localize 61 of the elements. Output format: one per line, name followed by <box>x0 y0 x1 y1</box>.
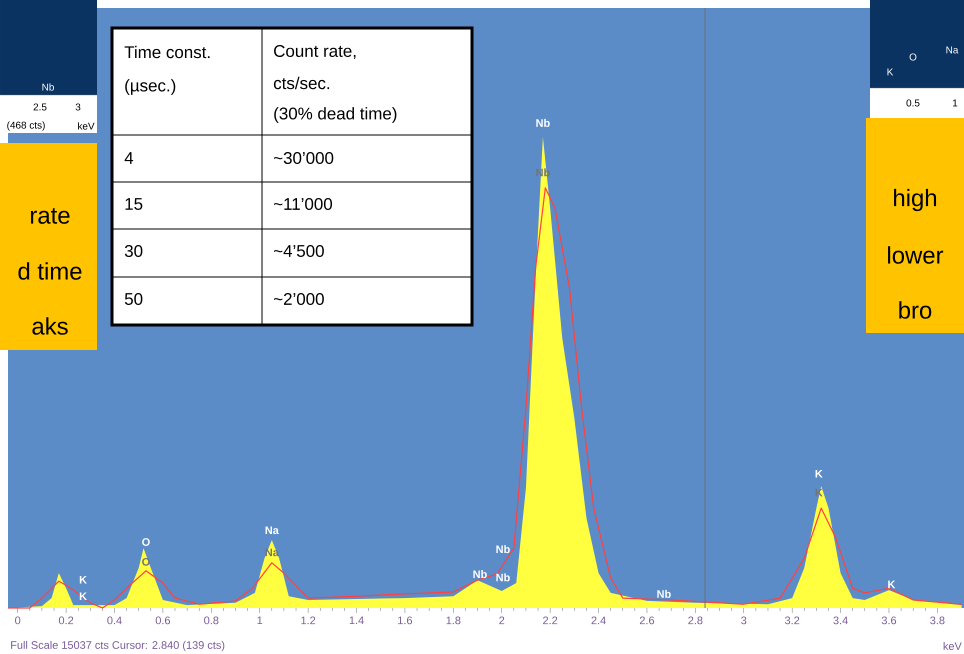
annotation: aks <box>32 317 68 335</box>
annotation: ~11’000 <box>274 198 332 210</box>
annotation: 50 <box>124 292 142 305</box>
text: cts/sec. <box>274 76 330 90</box>
x-tick-label: 1.8 <box>446 616 460 624</box>
annotation: Nb <box>496 545 510 554</box>
annotation: Nb <box>657 590 671 598</box>
text: Na <box>946 46 958 54</box>
x-tick-label: 1.6 <box>398 616 412 624</box>
x-tick-label: 0.6 <box>156 616 170 624</box>
annotation: K <box>816 470 823 478</box>
annotation: d time <box>18 262 82 280</box>
text: Time const. <box>124 46 210 58</box>
annotation: 15 <box>126 198 142 210</box>
text: (468 cts) <box>7 121 45 131</box>
text: Full Scale 15037 cts Cursor: 2.840 (139 cts) <box>11 640 224 652</box>
x-tick-label: 0.4 <box>107 616 122 624</box>
annotation: ~4’500 <box>274 244 324 257</box>
text: K <box>887 68 894 76</box>
x-tick-label: 2.2 <box>543 616 558 624</box>
x-tick-label: 3.6 <box>882 616 896 624</box>
x-tick-label: 3 <box>741 616 746 624</box>
text: 0.5 <box>906 99 920 107</box>
x-tick-label: 2 <box>499 616 504 624</box>
x-tick-label: 2.4 <box>591 616 606 624</box>
annotation: O <box>142 538 150 546</box>
text: (30% dead time) <box>274 107 396 123</box>
x-tick-label: 1 <box>257 616 262 624</box>
x-tick-label: 0.8 <box>204 616 218 624</box>
annotation: Na <box>266 526 279 534</box>
text: 2.5 <box>34 103 47 111</box>
annotation: bro <box>899 301 932 319</box>
text: keV <box>944 642 962 650</box>
text: Nb <box>536 118 550 127</box>
text: Nb <box>42 83 54 91</box>
text: 3 <box>76 103 80 111</box>
x-tick-label: 3.4 <box>833 616 848 624</box>
text: O <box>910 53 916 61</box>
text: Count rate, <box>274 44 356 59</box>
x-tick-label: 3.2 <box>784 616 800 624</box>
x-tick-label: 1.4 <box>350 616 364 624</box>
x-tick-label: 2.8 <box>688 616 702 624</box>
text: 1 <box>953 100 958 106</box>
annotation: high <box>894 188 936 212</box>
annotation: rate <box>31 208 70 224</box>
annotation: Nb <box>496 573 510 582</box>
text: (µsec.) <box>125 79 176 95</box>
annotation: 4 <box>124 152 134 164</box>
annotation: ~30’000 <box>274 152 334 164</box>
text: keV <box>78 122 95 130</box>
annotation: lower <box>888 246 944 264</box>
x-tick-label: 0 <box>15 616 20 624</box>
annotation: ~2’000 <box>274 292 324 305</box>
x-tick-label: 1.2 <box>301 616 316 624</box>
x-tick-label: 3.8 <box>930 616 945 624</box>
annotation: K <box>80 576 87 584</box>
annotation: 30 <box>124 244 142 257</box>
annotation: Nb <box>473 570 487 578</box>
x-tick-label: 0.2 <box>58 616 74 624</box>
x-tick-label: 2.6 <box>640 616 654 624</box>
annotation: K <box>888 580 896 588</box>
